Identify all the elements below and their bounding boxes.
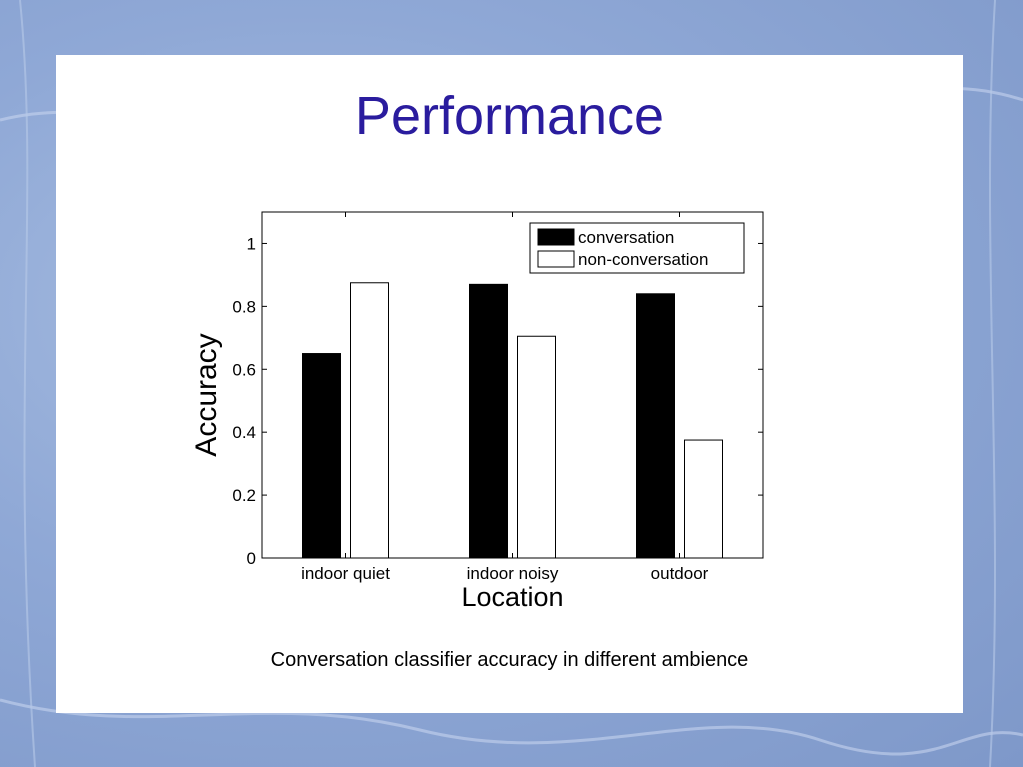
y-tick-label: 0.4 <box>232 423 256 442</box>
bar-non-conversation <box>350 282 389 559</box>
x-tick-label: indoor quiet <box>301 564 390 583</box>
y-tick-label: 0.6 <box>232 360 256 379</box>
slide-panel: Performance 0 0.2 0.4 0.6 0.8 1 indoor quiet in… <box>56 55 963 713</box>
x-tick-label: indoor noisy <box>467 564 559 583</box>
legend-label: non-conversation <box>578 250 708 269</box>
x-axis-label: Location <box>461 582 563 612</box>
y-tick-label: 0 <box>247 549 256 568</box>
bar-conversation <box>636 293 675 559</box>
bar-conversation <box>302 353 341 559</box>
bar-conversation <box>469 283 508 559</box>
slide-title: Performance <box>354 86 665 146</box>
bar-non-conversation <box>517 335 556 559</box>
bar-non-conversation <box>684 439 723 559</box>
legend-swatch-non-conversation <box>537 250 575 268</box>
bar-chart: 0 0.2 0.4 0.6 0.8 1 indoor quiet indoor noisy ou… <box>190 211 764 612</box>
x-tick-label: outdoor <box>651 564 709 583</box>
y-tick-label: 1 <box>247 234 256 253</box>
legend-swatch-conversation <box>537 228 575 246</box>
legend-label: conversation <box>578 228 674 247</box>
y-tick-label: 0.2 <box>232 486 256 505</box>
slide-caption: Conversation classifier accuracy in diff… <box>270 649 749 671</box>
y-tick-label: 0.8 <box>232 297 256 316</box>
y-axis-label: Accuracy <box>190 333 223 456</box>
